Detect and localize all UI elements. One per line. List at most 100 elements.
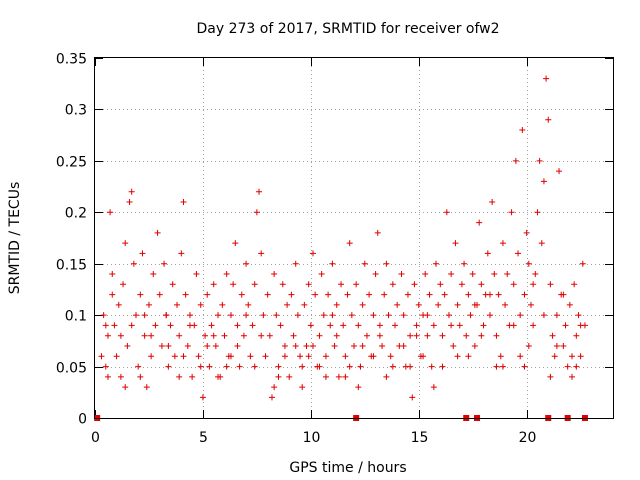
data-point xyxy=(227,312,234,319)
data-point xyxy=(560,343,567,349)
data-point xyxy=(383,260,390,267)
data-point xyxy=(521,363,528,370)
data-point xyxy=(469,271,476,277)
data-point xyxy=(286,373,293,380)
data-point xyxy=(547,373,554,380)
data-point xyxy=(355,384,362,391)
data-point xyxy=(262,353,269,360)
data-point xyxy=(540,178,547,185)
data-point xyxy=(158,343,165,349)
data-point xyxy=(178,250,185,257)
data-point xyxy=(128,322,135,329)
data-point xyxy=(515,250,522,257)
x-tick-label: 10 xyxy=(303,430,321,446)
data-point xyxy=(232,240,239,247)
data-point xyxy=(215,312,222,319)
data-point xyxy=(525,343,532,349)
data-point xyxy=(562,322,569,329)
data-point xyxy=(577,322,584,329)
data-point xyxy=(279,281,286,288)
data-point xyxy=(186,322,193,329)
data-point xyxy=(210,332,217,339)
data-point xyxy=(493,363,500,370)
data-point xyxy=(165,363,172,370)
data-point xyxy=(502,301,509,308)
data-point xyxy=(568,353,575,360)
data-point xyxy=(234,343,241,349)
data-point xyxy=(508,209,515,216)
data-point xyxy=(357,363,364,370)
data-point xyxy=(240,332,247,339)
data-point xyxy=(258,250,265,257)
grid-lines xyxy=(95,58,613,418)
data-point xyxy=(346,240,353,247)
data-point xyxy=(100,312,107,319)
data-point xyxy=(174,301,181,308)
data-point xyxy=(322,373,329,380)
data-point xyxy=(467,312,474,319)
data-point xyxy=(452,240,459,247)
data-point xyxy=(344,291,351,298)
data-point xyxy=(221,332,228,339)
plot-frame xyxy=(94,57,614,419)
data-point xyxy=(372,271,379,277)
data-point xyxy=(180,353,187,360)
x-axis-ticks: 0 5 10 15 20 xyxy=(91,58,536,446)
data-point xyxy=(543,75,550,82)
data-point xyxy=(104,373,111,380)
data-point xyxy=(415,301,422,308)
data-point xyxy=(249,322,256,329)
data-point xyxy=(422,271,429,277)
data-point xyxy=(430,322,437,329)
data-point xyxy=(489,199,496,205)
data-point xyxy=(329,260,336,267)
data-point xyxy=(126,199,133,205)
data-point xyxy=(361,260,368,267)
data-point xyxy=(215,373,222,380)
data-point xyxy=(150,271,157,277)
data-point xyxy=(433,260,440,267)
data-point xyxy=(199,394,206,401)
data-point xyxy=(551,353,558,360)
data-point xyxy=(245,301,252,308)
data-point xyxy=(268,394,275,401)
data-point xyxy=(102,363,109,370)
data-point xyxy=(430,384,437,391)
data-point xyxy=(167,322,174,329)
data-point xyxy=(193,271,200,277)
data-point xyxy=(251,363,258,370)
data-point xyxy=(478,281,485,288)
data-point xyxy=(443,209,450,216)
data-point xyxy=(156,291,163,298)
data-point xyxy=(303,343,310,349)
data-point xyxy=(260,312,267,319)
data-point xyxy=(409,394,416,401)
data-point xyxy=(331,343,338,349)
data-point xyxy=(376,332,383,339)
data-point xyxy=(113,353,120,360)
data-point xyxy=(407,363,414,370)
data-point xyxy=(208,322,215,329)
y-tick-label: 0.2 xyxy=(65,206,87,222)
data-point xyxy=(448,322,455,329)
data-point xyxy=(145,301,152,308)
data-point xyxy=(577,353,584,360)
y-tick-label: 0.15 xyxy=(56,258,87,274)
data-point xyxy=(165,343,172,349)
data-point xyxy=(135,363,142,370)
data-point xyxy=(204,343,211,349)
data-point xyxy=(182,291,189,298)
data-point xyxy=(316,332,323,339)
y-tick-label: 0 xyxy=(78,412,87,428)
data-point xyxy=(333,301,340,308)
data-point xyxy=(152,322,159,329)
data-point xyxy=(450,343,457,349)
data-point xyxy=(271,271,278,277)
data-point xyxy=(351,343,357,349)
y-tick-label: 0.25 xyxy=(56,155,87,171)
data-point xyxy=(154,229,161,236)
data-point xyxy=(465,353,472,360)
data-point xyxy=(413,322,420,329)
data-point xyxy=(117,373,124,380)
data-point xyxy=(553,312,560,319)
